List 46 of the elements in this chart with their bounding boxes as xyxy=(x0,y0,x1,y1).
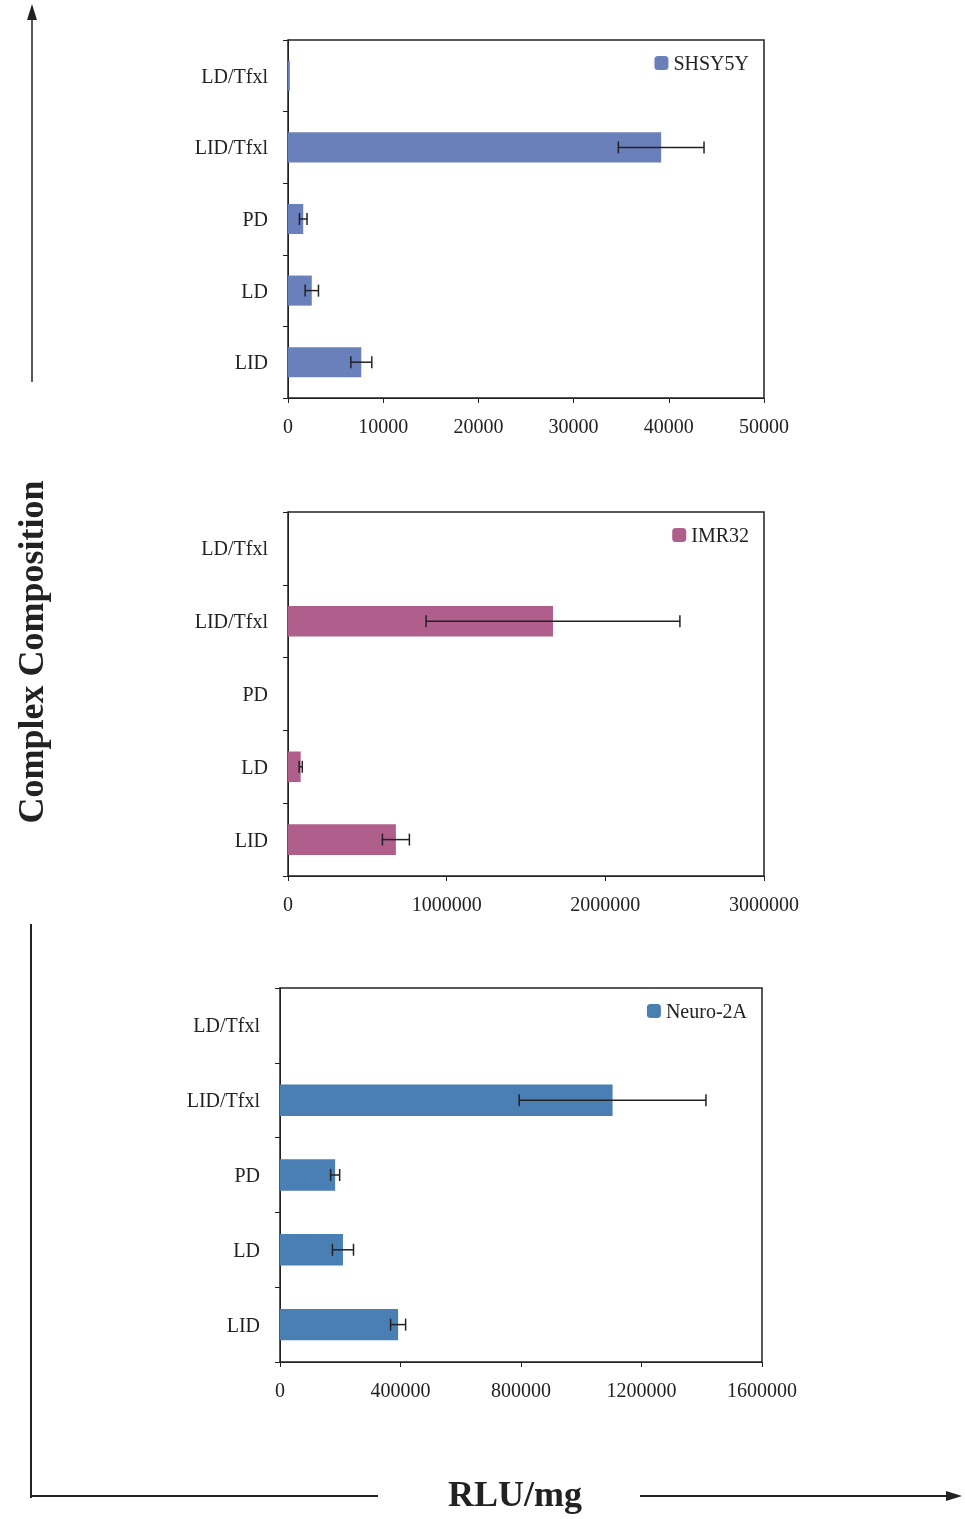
bar xyxy=(288,275,312,306)
bar xyxy=(288,751,301,783)
y-tick-label: LID/Tfxl xyxy=(186,1089,261,1112)
x-tick-label: 1200000 xyxy=(606,1379,677,1401)
bar xyxy=(280,1084,613,1116)
x-tick-label: 0 xyxy=(283,415,293,437)
bar xyxy=(280,1308,399,1341)
y-tick-label: LD xyxy=(241,755,268,778)
x-tick-label: 0 xyxy=(275,1379,285,1401)
y-tick-label: LID/Tfxl xyxy=(194,610,269,633)
y-tick-label: PD xyxy=(234,1164,260,1186)
y-tick-label: LID xyxy=(234,351,268,374)
x-tick-label: 1000000 xyxy=(411,893,482,915)
y-tick-label: LD xyxy=(233,1238,260,1261)
bar xyxy=(288,203,304,235)
y-tick-label: LD/Tfxl xyxy=(201,64,269,87)
y-tick-label: LID xyxy=(226,1313,260,1336)
x-tick-label: 400000 xyxy=(370,1379,431,1401)
x-tick-label: 20000 xyxy=(453,415,504,437)
x-tick-label: 10000 xyxy=(358,415,409,437)
x-tick-label: 800000 xyxy=(491,1379,551,1401)
y-tick-label: LID xyxy=(234,828,268,851)
x-axis-title: RLU/mg xyxy=(448,1473,582,1515)
y-tick-label: PD xyxy=(242,208,268,230)
bar xyxy=(288,132,662,163)
y-tick-label: LD xyxy=(241,279,268,302)
legend-label: SHSY5Y xyxy=(673,52,749,74)
legend-label: IMR32 xyxy=(691,524,750,546)
x-tick-label: 40000 xyxy=(643,415,694,437)
x-tick-label: 3000000 xyxy=(729,893,799,915)
y-tick-label: LD/Tfxl xyxy=(193,1014,261,1037)
legend-label: Neuro-2A xyxy=(665,1000,748,1022)
x-tick-label: 30000 xyxy=(548,415,599,437)
y-tick-label: LID/Tfxl xyxy=(194,136,269,159)
bar xyxy=(280,1159,336,1191)
bar xyxy=(280,1234,343,1266)
x-tick-label: 50000 xyxy=(739,415,789,437)
x-tick-label: 1600000 xyxy=(727,1379,797,1401)
x-tick-label: 0 xyxy=(283,893,293,915)
bar xyxy=(288,605,553,637)
y-tick-label: LD/Tfxl xyxy=(201,537,269,560)
y-axis-title: Complex Composition xyxy=(9,480,52,824)
bar xyxy=(288,824,396,855)
x-tick-label: 2000000 xyxy=(570,893,641,915)
y-tick-label: PD xyxy=(242,683,268,705)
bar xyxy=(288,347,362,378)
